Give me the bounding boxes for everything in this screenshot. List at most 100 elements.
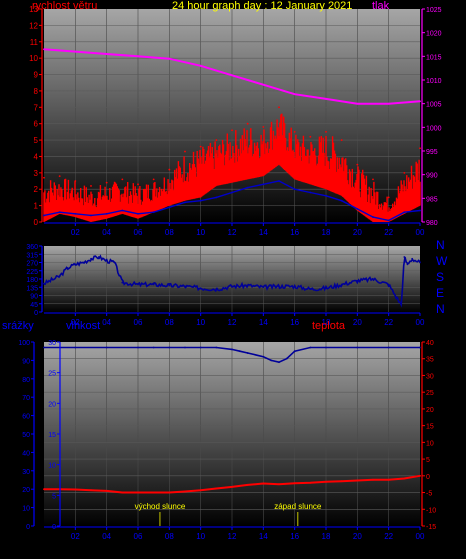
x-tick-label-wind: 08 xyxy=(165,228,174,237)
wind-average-point xyxy=(356,207,359,210)
pressure-y-tick-label: 1005 xyxy=(426,102,442,109)
temperature-y-tick-label: 15 xyxy=(426,424,434,431)
humidity-point xyxy=(309,346,312,349)
wind-direction-point xyxy=(406,263,409,266)
wind-direction-point xyxy=(74,263,77,266)
wind-y-tick-label: 5 xyxy=(34,136,39,145)
x-tick-label-wind: 10 xyxy=(196,228,205,237)
wind-average-point xyxy=(419,209,421,212)
humidity-point xyxy=(231,348,233,351)
temperature-point xyxy=(137,491,139,494)
direction-label-s: S xyxy=(436,270,445,284)
x-tick-label-wind: 20 xyxy=(353,228,362,237)
x-tick-label-direction: 16 xyxy=(290,318,299,327)
wind-average-point xyxy=(43,214,45,217)
humidity-point xyxy=(262,355,265,358)
temperature-point xyxy=(403,477,406,480)
humidity-inner-y-tick-label: 0 xyxy=(52,524,56,531)
wind-average-point xyxy=(403,211,406,214)
x-tick-label-wind: 14 xyxy=(259,228,268,237)
rain-y-tick-label: 70 xyxy=(22,395,30,402)
wind-speed-point xyxy=(340,139,343,141)
wind-y-tick-label: 0 xyxy=(34,218,39,227)
rain-y-tick-label: 50 xyxy=(22,432,30,439)
x-tick-label-humidity: 08 xyxy=(165,532,174,541)
pressure-point xyxy=(387,102,390,105)
wind-average-point xyxy=(137,212,139,215)
direction-y-tick-label: 90 xyxy=(30,294,38,301)
wind-direction-point xyxy=(66,267,69,269)
temperature-y-tick-label: 5 xyxy=(426,457,430,464)
wind-average-point xyxy=(309,191,312,194)
rain-y-tick-label: 90 xyxy=(22,358,30,365)
wind-y-tick-label: 8 xyxy=(34,87,39,96)
wind-y-tick-label: 4 xyxy=(34,152,39,161)
x-tick-label-wind: 12 xyxy=(228,228,237,237)
temperature-y-tick-label: -5 xyxy=(426,491,432,498)
humidity-point xyxy=(387,346,390,349)
pressure-point xyxy=(419,100,421,103)
humidity-point xyxy=(356,346,359,349)
wind-direction-point xyxy=(262,286,265,289)
wind-average-point xyxy=(340,199,343,202)
wind-speed-point xyxy=(309,135,312,138)
humidity-inner-y-tick-label: 30 xyxy=(48,340,56,347)
wind-speed-series xyxy=(43,113,421,222)
wind-direction-point xyxy=(43,282,45,285)
humidity-inner-y-tick-label: 25 xyxy=(48,371,56,378)
pressure-point xyxy=(199,64,202,67)
humidity-point xyxy=(215,346,218,349)
wind-average-point xyxy=(90,214,92,217)
wind-speed-point xyxy=(293,130,296,133)
temperature-point xyxy=(372,478,374,481)
wind-y-tick-label: 6 xyxy=(34,120,39,129)
wind-average-point xyxy=(246,186,249,189)
wind-speed-point xyxy=(419,147,421,150)
wind-average-point xyxy=(152,211,155,214)
humidity-inner-y-tick-label: 5 xyxy=(52,493,56,500)
rain-y-tick-label: 60 xyxy=(22,414,30,421)
wind-direction-point xyxy=(372,278,374,280)
wind-speed-point xyxy=(152,178,155,181)
direction-y-tick-label: 270 xyxy=(26,261,38,268)
wind-direction-point xyxy=(97,256,100,258)
rain-label: srážky xyxy=(2,320,34,332)
temperature-point xyxy=(246,483,249,486)
wind-speed-point xyxy=(74,180,77,182)
pressure-y-tick-label: 1020 xyxy=(426,31,442,38)
wind-direction-point xyxy=(152,283,155,286)
pressure-point xyxy=(168,57,171,60)
x-tick-label-direction: 08 xyxy=(165,318,174,327)
sunset-label: západ slunce xyxy=(274,502,322,511)
wind-direction-point xyxy=(400,303,403,306)
x-tick-label-wind: 04 xyxy=(102,228,111,237)
x-tick-label-wind: 16 xyxy=(290,228,299,237)
pressure-y-tick-label: 985 xyxy=(426,196,438,203)
pressure-point xyxy=(325,98,327,100)
wind-speed-point xyxy=(90,185,92,187)
wind-speed-point xyxy=(356,163,359,166)
wind-y-tick-label: 11 xyxy=(30,38,39,47)
wind-direction-point xyxy=(395,296,398,299)
rain-y-tick-label: 80 xyxy=(22,377,30,384)
x-tick-label-wind: 22 xyxy=(384,228,393,237)
humidity-inner-y-tick-label: 20 xyxy=(48,401,56,408)
wind-direction-point xyxy=(137,283,139,286)
wind-direction-point xyxy=(231,285,233,288)
wind-average-point xyxy=(168,206,171,209)
wind-direction-point xyxy=(58,275,61,278)
x-tick-label-direction: 10 xyxy=(196,318,205,327)
humidity-point xyxy=(270,359,273,362)
wind-speed-point xyxy=(168,168,171,171)
x-tick-label-direction: 18 xyxy=(322,318,331,327)
x-tick-label-humidity: 04 xyxy=(102,532,111,541)
humidity-point xyxy=(246,352,249,354)
wind-speed-point xyxy=(105,181,108,184)
wind-y-tick-label: 7 xyxy=(34,103,39,112)
wind-average-point xyxy=(372,216,374,218)
temperature-point xyxy=(340,480,343,483)
wind-direction-point xyxy=(278,285,280,288)
temperature-point xyxy=(43,488,45,491)
